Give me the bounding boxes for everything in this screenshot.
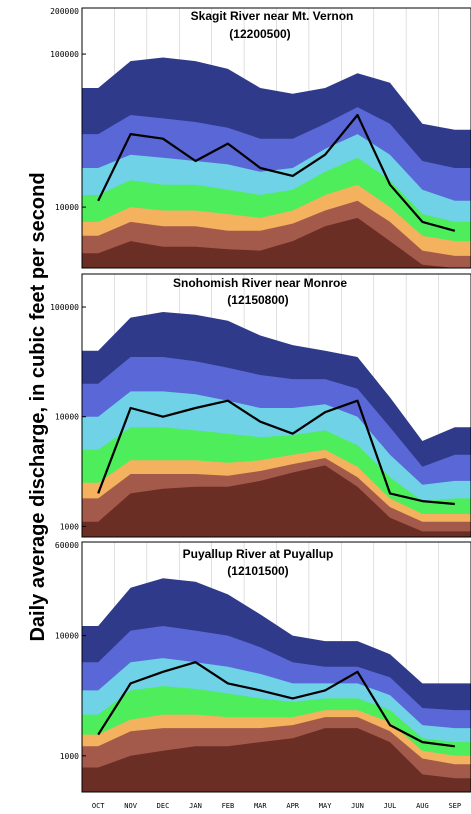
current-year-line bbox=[97, 661, 455, 748]
x-tick-label: NOV bbox=[124, 802, 137, 810]
y-axis-label: Daily average discharge, in cubic feet p… bbox=[27, 172, 49, 641]
band-min-area bbox=[82, 465, 471, 537]
y-tick-label: 200000 bbox=[50, 7, 79, 16]
x-tick-label: APR bbox=[286, 802, 299, 810]
plot-frame bbox=[81, 541, 471, 793]
x-tick-label: JUL bbox=[384, 802, 397, 810]
plot-frame bbox=[81, 7, 471, 269]
x-tick-label: JAN bbox=[189, 802, 202, 810]
y-tick-label: 10000 bbox=[55, 203, 79, 212]
y-tick-label: 1000 bbox=[60, 752, 79, 761]
x-tick-label: AUG bbox=[416, 802, 429, 810]
panel-puyallup: Puyallup River at Puyallup (12101500) 10… bbox=[55, 541, 471, 793]
current-year-line bbox=[97, 399, 455, 506]
month-axis: OCT NOV DEC JAN FEB MAR APR MAY JUN JUL AUG SEP bbox=[92, 802, 461, 810]
x-tick-label: MAY bbox=[319, 802, 332, 810]
x-tick-label: MAR bbox=[254, 802, 267, 810]
x-tick-label: OCT bbox=[92, 802, 105, 810]
y-tick-label: 10000 bbox=[55, 413, 79, 422]
panel-snohomish: Snohomish River near Monroe (12150800) 1… bbox=[50, 273, 471, 538]
panel-skagit: Skagit River near Mt. Vernon (12200500) … bbox=[50, 7, 471, 269]
band-min-area bbox=[82, 728, 471, 792]
panel-subtitle-snohomish: (12150800) bbox=[227, 293, 288, 307]
panel-title-snohomish: Snohomish River near Monroe bbox=[173, 276, 347, 290]
x-tick-label: JUN bbox=[351, 802, 364, 810]
panel-title-skagit: Skagit River near Mt. Vernon bbox=[191, 9, 354, 23]
y-tick-label: 60000 bbox=[55, 541, 79, 550]
current-year-line bbox=[97, 113, 456, 232]
panel-subtitle-skagit: (12200500) bbox=[229, 27, 290, 41]
x-tick-label: DEC bbox=[157, 802, 170, 810]
panel-title-puyallup: Puyallup River at Puyallup bbox=[183, 547, 334, 561]
band-min-area bbox=[82, 217, 471, 268]
x-tick-label: SEP bbox=[448, 802, 461, 810]
y-tick-label: 1000 bbox=[60, 522, 79, 531]
x-tick-label: FEB bbox=[222, 802, 235, 810]
y-tick-label: 100000 bbox=[50, 303, 79, 312]
panel-subtitle-puyallup: (12101500) bbox=[227, 564, 288, 578]
plot-frame bbox=[81, 273, 471, 538]
y-tick-label: 100000 bbox=[50, 50, 79, 59]
y-tick-label: 10000 bbox=[55, 632, 79, 641]
